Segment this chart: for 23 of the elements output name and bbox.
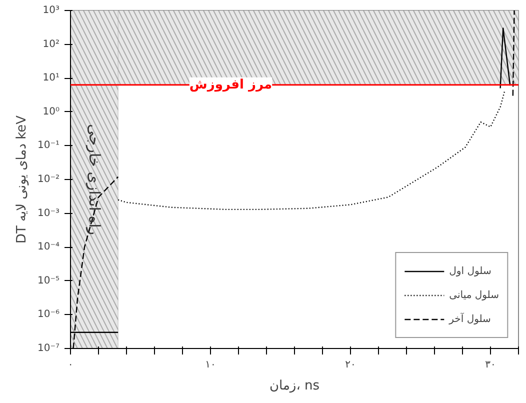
ref-line-label: مرز افروزش <box>189 77 272 92</box>
x-tick-label: ۳۰ <box>485 360 496 370</box>
x-tick-label: ۲۰ <box>345 360 356 370</box>
legend-label: سلول اول <box>449 266 492 276</box>
y-tick-label: 10⁻¹ <box>37 140 60 152</box>
x-axis-title: زمان، ns <box>269 378 320 394</box>
y-tick-label: 10⁻⁷ <box>37 343 60 354</box>
y-tick-label: 10⁻⁵ <box>37 275 60 286</box>
band-label: راه اندازی خارجی <box>85 124 104 236</box>
y-tick-label: 10⁻⁴ <box>37 242 60 253</box>
y-tick-label: 10¹ <box>42 72 60 84</box>
y-tick-label: 10² <box>42 38 60 50</box>
legend-label: سلول میانی <box>449 290 499 300</box>
y-tick-label: 10⁰ <box>42 106 60 118</box>
x-tick-label: ۰ <box>68 360 74 370</box>
y-tick-label: 10⁻² <box>37 174 60 185</box>
x-tick-label: ۱۰ <box>205 360 216 370</box>
y-tick-label: 10⁻³ <box>37 208 60 219</box>
y-tick-label: 10⁻⁶ <box>37 309 60 320</box>
y-tick-label: 10³ <box>42 5 60 16</box>
y-axis-title: DT دمای یونی لایه keV <box>14 115 30 244</box>
legend-label: سلول آخر <box>449 314 491 324</box>
line-series <box>118 90 506 210</box>
